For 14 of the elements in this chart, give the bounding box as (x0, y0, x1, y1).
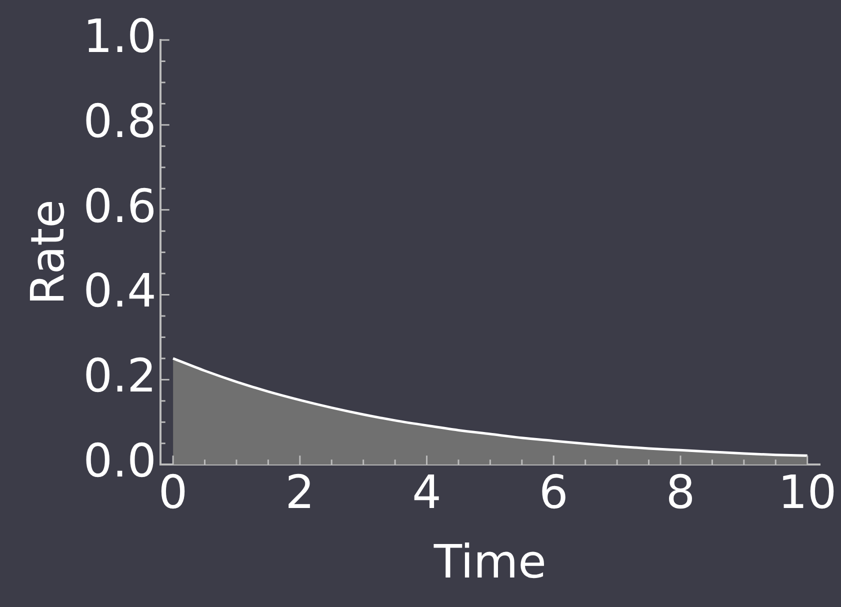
y-tick-label: 0.0 (83, 434, 156, 488)
y-tick-label: 0.6 (83, 178, 156, 233)
x-tick-label: 0 (158, 465, 188, 520)
x-tick-label: 6 (538, 465, 568, 520)
x-tick-label: 2 (285, 465, 315, 520)
y-tick-label: 0.4 (83, 264, 156, 318)
x-axis-title: Time (432, 534, 546, 588)
y-tick-label: 0.8 (83, 94, 156, 148)
x-tick-label: 10 (778, 465, 837, 520)
x-tick-label: 8 (666, 465, 696, 520)
y-tick-label: 0.2 (83, 348, 156, 403)
x-tick-label: 4 (412, 465, 442, 520)
y-tick-label: 1.0 (83, 8, 156, 63)
y-axis-title: Rate (20, 200, 75, 306)
